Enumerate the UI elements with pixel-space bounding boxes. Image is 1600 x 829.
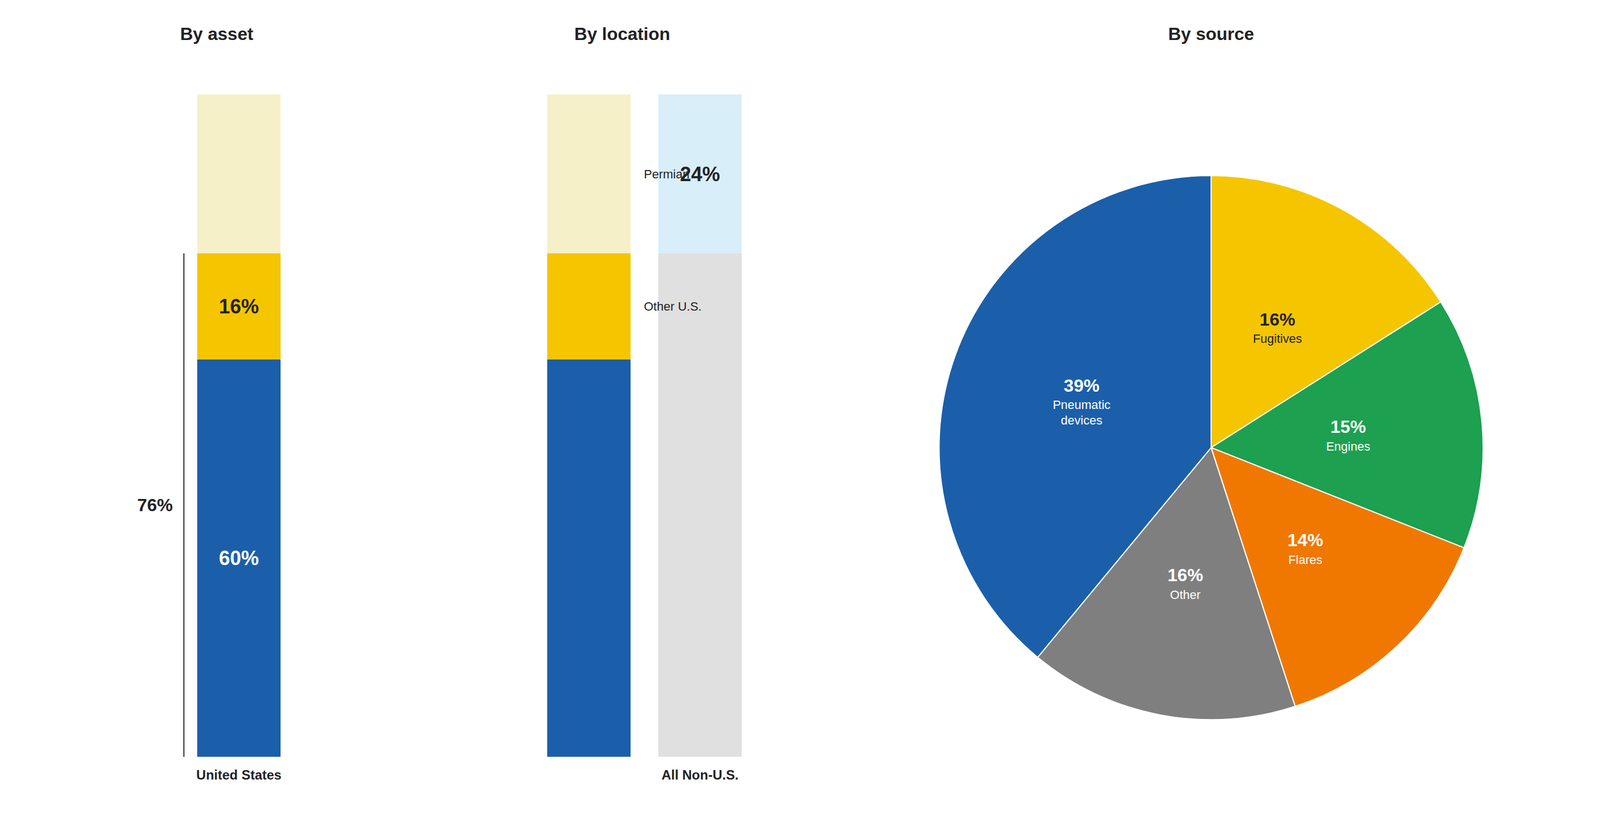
svg-text:By asset: By asset	[180, 23, 254, 44]
svg-text:Pneumatic: Pneumatic	[1052, 397, 1111, 412]
svg-text:76%: 76%	[137, 495, 173, 515]
svg-text:16%: 16%	[218, 295, 259, 318]
svg-text:39%: 39%	[1063, 375, 1100, 396]
svg-text:16%: 16%	[1259, 309, 1295, 330]
svg-text:devices: devices	[1061, 413, 1103, 428]
svg-text:All Non-U.S.: All Non-U.S.	[661, 767, 739, 783]
svg-text:Permian: Permian	[643, 166, 690, 181]
svg-text:By source: By source	[1168, 23, 1255, 44]
svg-text:Fugitives: Fugitives	[1252, 331, 1302, 346]
svg-text:Other U.S.: Other U.S.	[643, 299, 702, 314]
svg-text:15%: 15%	[1330, 416, 1367, 437]
svg-text:24%: 24%	[680, 162, 720, 186]
svg-text:Flares: Flares	[1288, 552, 1323, 567]
svg-text:By location: By location	[574, 23, 670, 44]
svg-text:Engines: Engines	[1326, 439, 1371, 454]
svg-text:14%: 14%	[1287, 530, 1324, 550]
svg-text:16%: 16%	[1167, 565, 1204, 585]
svg-text:United States: United States	[196, 767, 282, 783]
svg-text:Other: Other	[1170, 587, 1201, 602]
svg-text:60%: 60%	[218, 546, 259, 570]
